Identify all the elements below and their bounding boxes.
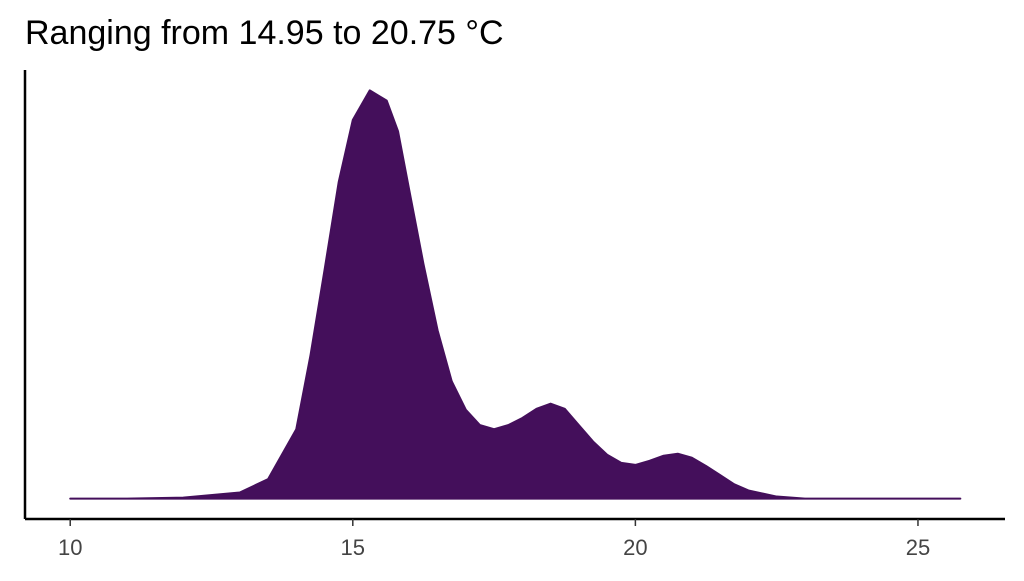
density-area — [69, 89, 962, 500]
x-tick-label: 20 — [623, 535, 647, 560]
x-tick-label: 25 — [906, 535, 930, 560]
x-tick-label: 10 — [58, 535, 82, 560]
x-tick-label: 15 — [341, 535, 365, 560]
chart-title: Ranging from 14.95 to 20.75 °C — [25, 14, 504, 52]
